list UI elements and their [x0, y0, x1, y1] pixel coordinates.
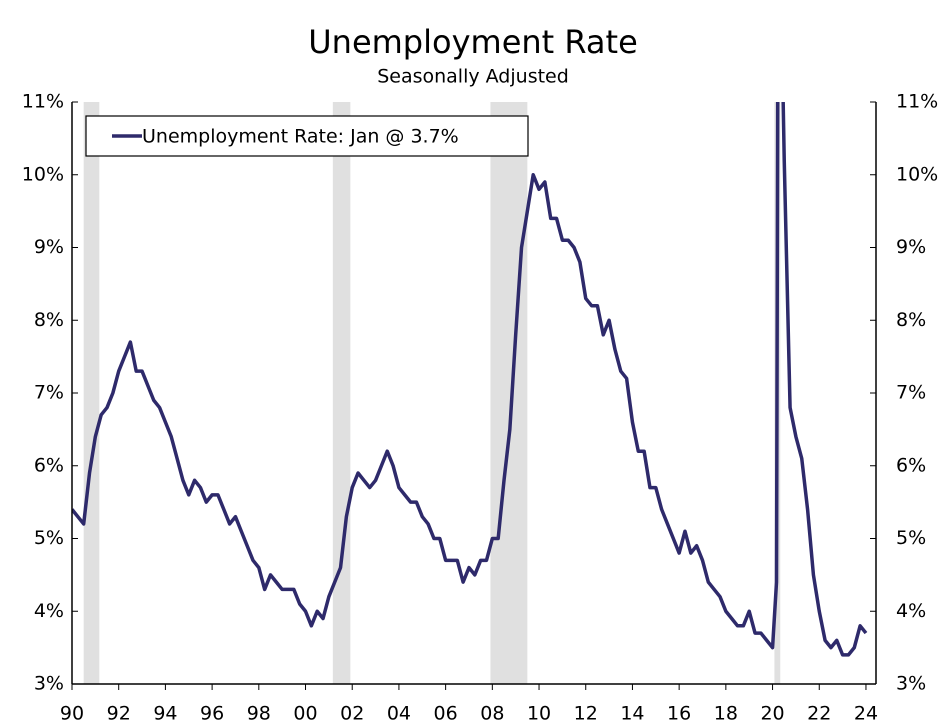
x-tick-label: 14 [620, 703, 644, 725]
x-tick-label: 92 [107, 703, 131, 725]
y-tick-label: 11% [22, 91, 64, 113]
x-tick-label: 94 [153, 703, 177, 725]
x-tick-label: 18 [714, 703, 738, 725]
y2-tick-label: 5% [896, 527, 926, 549]
recessions [83, 102, 781, 684]
y-tick-label: 5% [34, 527, 64, 549]
x-tick-label: 22 [807, 703, 831, 725]
x-tick-label: 04 [387, 703, 411, 725]
legend-label: Unemployment Rate: Jan @ 3.7% [142, 126, 459, 148]
series-line [72, 102, 868, 657]
y2-tick-label: 11% [896, 91, 938, 113]
recession-band [83, 102, 100, 684]
y2-tick-label: 10% [896, 163, 938, 185]
x-tick-label: 16 [667, 703, 691, 725]
x-tick-label: 00 [293, 703, 317, 725]
recession-band [332, 102, 351, 684]
x-tick-label: 08 [480, 703, 504, 725]
x-tick-label: 96 [200, 703, 224, 725]
x-tick-label: 02 [340, 703, 364, 725]
axes: 3% 4% 5% 6% 7% 8% 9% 10% 11% 3% 4% 5% 6% 7% 8% 9% 10% 11%… [22, 91, 938, 725]
y2-tick-label: 8% [896, 309, 926, 331]
y2-tick-label: 4% [896, 600, 926, 622]
y-tick-label: 8% [34, 309, 64, 331]
x-tick-label: 24 [854, 703, 878, 725]
x-tick-label: 06 [434, 703, 458, 725]
recession-band [490, 102, 528, 684]
y-tick-label: 10% [22, 163, 64, 185]
chart-title: Unemployment Rate [308, 23, 638, 61]
legend-box [85, 115, 529, 157]
chart-subtitle: Seasonally Adjusted [377, 66, 569, 88]
plot-area [72, 102, 868, 657]
y-tick-label: 9% [34, 236, 64, 258]
y2-tick-label: 9% [896, 236, 926, 258]
x-tick-label: 90 [60, 703, 84, 725]
x-tick-label: 10 [527, 703, 551, 725]
y-tick-label: 4% [34, 600, 64, 622]
x-tick-label: 12 [574, 703, 598, 725]
y2-tick-label: 6% [896, 454, 926, 476]
y2-tick-label: 3% [896, 673, 926, 695]
y-tick-label: 3% [34, 673, 64, 695]
x-tick-label: 20 [760, 703, 784, 725]
x-tick-label: 98 [247, 703, 271, 725]
legend: Unemployment Rate: Jan @ 3.7% [85, 115, 529, 157]
y-tick-label: 7% [34, 382, 64, 404]
y2-tick-label: 7% [896, 382, 926, 404]
y-tick-label: 6% [34, 454, 64, 476]
